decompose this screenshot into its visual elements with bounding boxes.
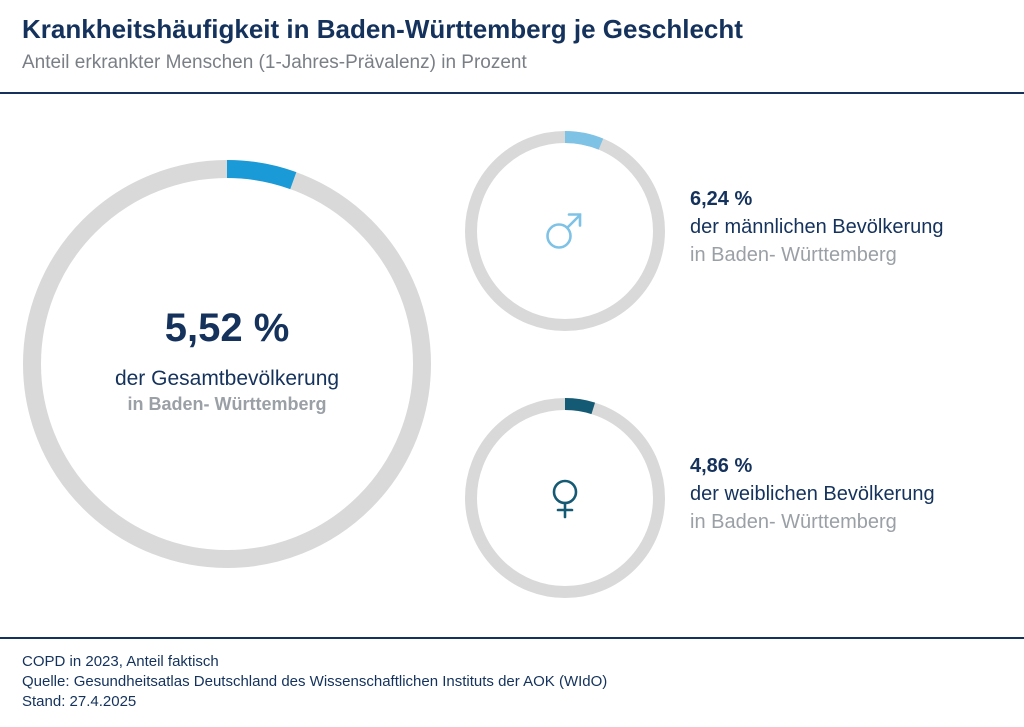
chart-title: Krankheitshäufigkeit in Baden-Württember… (22, 14, 743, 44)
chart-subtitle: Anteil erkrankter Menschen (1-Jahres-Prä… (22, 52, 527, 73)
donut-total (23, 160, 431, 568)
donut-male-arc (564, 131, 604, 150)
donut-female (465, 398, 665, 598)
footer-source: Quelle: Gesundheitsatlas Deutschland des… (22, 673, 608, 690)
female-stat: 4,86 % der weiblichen Bevölkerung in Bad… (690, 453, 935, 536)
footer-divider (0, 637, 1024, 639)
female-region-label: in Baden- Württemberg (690, 511, 897, 533)
male-label: der männlichen Bevölkerung (690, 216, 944, 238)
footer-notes: COPD in 2023, Anteil faktisch Quelle: Ge… (22, 652, 607, 712)
donut-male (465, 131, 665, 331)
donut-male-track (465, 131, 665, 331)
female-symbol-icon (552, 479, 578, 519)
male-region-label: in Baden- Württemberg (690, 244, 897, 266)
footer-date: Stand: 27.4.2025 (22, 693, 137, 710)
donut-female-arc (564, 398, 596, 415)
footer-indicator: COPD in 2023, Anteil faktisch (22, 653, 219, 670)
total-label: der Gesamtbevölkerung (114, 367, 340, 390)
donut-female-track (465, 398, 665, 598)
male-percent-value: 6,24 % (690, 188, 753, 210)
header-divider (0, 92, 1024, 94)
total-percent-value: 5,52 % (164, 306, 290, 350)
male-symbol-icon (546, 213, 582, 249)
male-stat: 6,24 % der männlichen Bevölkerung in Bad… (690, 186, 944, 269)
female-label: der weiblichen Bevölkerung (690, 483, 935, 505)
total-region-label: in Baden- Württemberg (127, 394, 327, 414)
donut-total-track (23, 160, 431, 568)
female-percent-value: 4,86 % (690, 455, 753, 477)
donut-total-arc (226, 160, 297, 190)
